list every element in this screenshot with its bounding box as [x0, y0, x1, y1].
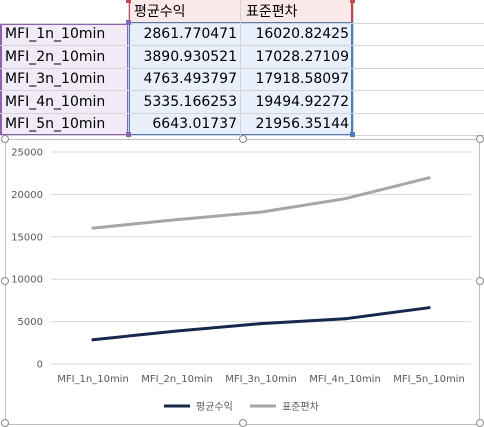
table-cell-avg[interactable]: 6643.01737: [152, 116, 237, 132]
legend-label: 평균수익: [196, 401, 233, 413]
data-point: [91, 338, 95, 342]
y-tick-label: 10000: [11, 275, 43, 286]
data-point: [175, 218, 179, 222]
table-cell-avg[interactable]: 4763.493797: [143, 71, 237, 87]
category-range-highlight: [0, 23, 129, 136]
x-tick-label: MFI_4n_10min: [309, 374, 381, 385]
table-row-label[interactable]: MFI_1n_10min: [5, 26, 106, 42]
x-tick-label: MFI_3n_10min: [225, 374, 297, 385]
value-range-handle[interactable]: [350, 132, 355, 137]
table-cell-avg[interactable]: 5335.166253: [143, 94, 237, 110]
data-point: [175, 329, 179, 333]
line-chart[interactable]: 0 5000 10000 15000 20000 25000 MFI_1n_10min MFI…: [5, 139, 480, 425]
chart-resize-handle[interactable]: [1, 135, 9, 143]
series-line-2: [91, 176, 431, 230]
y-tick-label: 5000: [18, 317, 43, 328]
x-tick-label: MFI_5n_10min: [393, 374, 465, 385]
x-tick-label: MFI_1n_10min: [57, 374, 129, 385]
data-point: [427, 176, 431, 180]
header-avg-return[interactable]: 평균수익: [134, 4, 186, 20]
table-cell-std[interactable]: 19494.92272: [255, 94, 349, 110]
category-range-handle[interactable]: [126, 20, 131, 25]
data-point: [259, 322, 263, 326]
y-tick-label: 20000: [11, 190, 43, 201]
table-row-label[interactable]: MFI_5n_10min: [5, 116, 106, 132]
y-tick-label: 15000: [11, 232, 43, 243]
header-range-handle[interactable]: [350, 0, 355, 3]
data-point: [91, 226, 95, 230]
x-tick-label: MFI_2n_10min: [141, 374, 213, 385]
chart-resize-handle[interactable]: [476, 419, 484, 427]
chart-canvas: 0 5000 10000 15000 20000 25000 MFI_1n_10min MFI…: [11, 148, 471, 413]
legend-label: 표준편차: [282, 401, 319, 413]
header-std-dev[interactable]: 표준편차: [246, 4, 298, 20]
table-row-label[interactable]: MFI_3n_10min: [5, 71, 106, 87]
data-point: [343, 197, 347, 201]
chart-resize-handle[interactable]: [476, 277, 484, 285]
category-range-handle[interactable]: [126, 132, 131, 137]
chart-resize-handle[interactable]: [239, 419, 247, 427]
table-cell-std[interactable]: 16020.82425: [255, 26, 349, 42]
chart-resize-handle[interactable]: [476, 135, 484, 143]
table-cell-std[interactable]: 17918.58097: [255, 71, 349, 87]
table-cell-avg[interactable]: 2861.770471: [143, 26, 237, 42]
y-tick-label: 0: [37, 360, 43, 371]
data-point: [427, 306, 431, 310]
chart-resize-handle[interactable]: [239, 135, 247, 143]
table-cell-std[interactable]: 17028.27109: [255, 49, 349, 65]
header-range-handle[interactable]: [126, 0, 131, 3]
table-cell-avg[interactable]: 3890.930521: [143, 49, 237, 65]
data-point: [343, 317, 347, 321]
table-row-label[interactable]: MFI_2n_10min: [5, 49, 106, 65]
chart-resize-handle[interactable]: [1, 419, 9, 427]
y-tick-label: 25000: [11, 148, 43, 159]
chart-resize-handle[interactable]: [1, 277, 9, 285]
table-cell-std[interactable]: 21956.35144: [255, 116, 349, 132]
data-point: [259, 210, 263, 214]
table-row-label[interactable]: MFI_4n_10min: [5, 94, 106, 110]
